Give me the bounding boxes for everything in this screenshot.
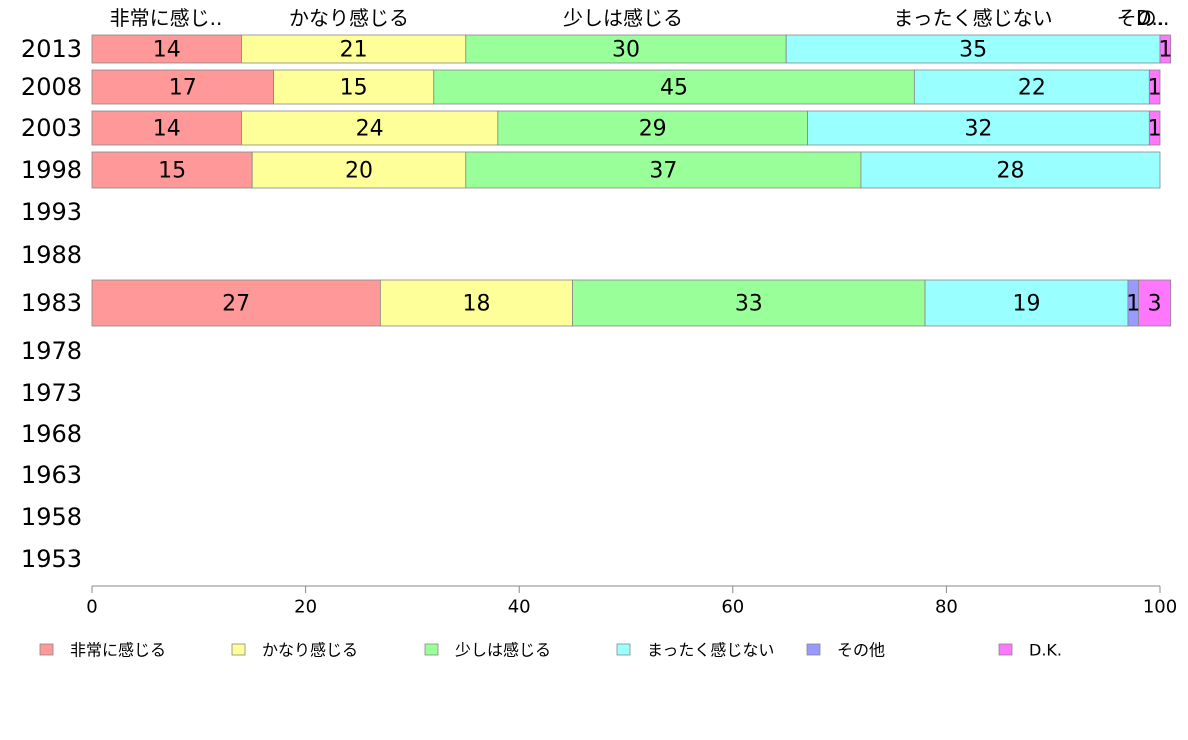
data-label: 14 bbox=[153, 117, 181, 142]
bar-segment bbox=[241, 34, 467, 64]
data-label: 29 bbox=[639, 117, 667, 142]
bar-segment bbox=[91, 279, 381, 327]
year-label: 1968 bbox=[21, 420, 82, 448]
data-label: 45 bbox=[660, 76, 688, 101]
bar-segment bbox=[91, 110, 242, 146]
data-label: 19 bbox=[1013, 292, 1041, 317]
year-label: 1973 bbox=[21, 379, 82, 407]
year-label: 2003 bbox=[21, 114, 82, 142]
year-label: 2008 bbox=[21, 73, 82, 101]
year-label: 1953 bbox=[21, 545, 82, 573]
data-label: 28 bbox=[996, 159, 1024, 184]
data-label: 3 bbox=[1148, 292, 1162, 317]
legend-label: まったく感じない bbox=[647, 641, 774, 660]
bar-segment bbox=[785, 34, 1161, 64]
year-label: 1978 bbox=[21, 337, 82, 365]
legend-swatch bbox=[998, 643, 1013, 656]
bar-segment bbox=[1159, 34, 1172, 64]
bar-segment bbox=[273, 69, 435, 105]
legend: 非常に感じる かなり感じる 少しは感じる まったく感じない その他 D.K. bbox=[39, 641, 1062, 660]
year-label: 1983 bbox=[21, 289, 82, 317]
data-label: 24 bbox=[356, 117, 384, 142]
data-label: 32 bbox=[964, 117, 992, 142]
data-label: 35 bbox=[959, 38, 987, 63]
data-label: 15 bbox=[158, 159, 186, 184]
legend-label: 少しは感じる bbox=[455, 641, 551, 660]
header-label: D.. bbox=[1136, 6, 1164, 30]
legend-label: 非常に感じる bbox=[70, 641, 166, 660]
x-tick-label: 100 bbox=[1143, 597, 1177, 618]
data-labels-layer: 14 21 30 35 1 17 15 45 22 1 14 24 29 32 1 15 20 37 28 27 18 3… bbox=[153, 38, 1173, 317]
x-tick-label: 40 bbox=[508, 597, 531, 618]
data-label: 15 bbox=[340, 76, 368, 101]
header-label: その.. bbox=[1117, 6, 1170, 30]
data-label: 21 bbox=[340, 38, 368, 63]
bar-segment bbox=[91, 69, 274, 105]
legend-swatch bbox=[424, 643, 439, 656]
bar-segment bbox=[572, 279, 926, 327]
bar-segment bbox=[433, 69, 915, 105]
data-label: 37 bbox=[649, 159, 677, 184]
header-label: かなり感じる bbox=[289, 6, 409, 30]
data-label: 33 bbox=[735, 292, 763, 317]
data-label: 30 bbox=[612, 38, 640, 63]
bar-segment bbox=[91, 151, 253, 189]
data-label: 1 bbox=[1126, 292, 1140, 317]
legend-label: D.K. bbox=[1029, 641, 1062, 660]
legend-swatch bbox=[806, 643, 821, 656]
bar-segment bbox=[465, 34, 787, 64]
year-label: 1958 bbox=[21, 503, 82, 531]
header-label: まったく感じない bbox=[893, 6, 1052, 30]
data-label: 1 bbox=[1158, 38, 1172, 63]
bar-segment bbox=[1148, 69, 1161, 105]
data-label: 27 bbox=[222, 292, 250, 317]
bar-segment bbox=[497, 110, 808, 146]
data-label: 20 bbox=[345, 159, 373, 184]
legend-swatch bbox=[231, 643, 246, 656]
legend-swatch bbox=[616, 643, 631, 656]
data-label: 22 bbox=[1018, 76, 1046, 101]
x-tick-label: 20 bbox=[294, 597, 317, 618]
x-tick-label: 0 bbox=[86, 597, 97, 618]
legend-swatch bbox=[39, 643, 54, 656]
data-label: 1 bbox=[1148, 117, 1162, 142]
year-label: 1988 bbox=[21, 241, 82, 269]
bar-segment bbox=[1148, 110, 1161, 146]
bar-segment bbox=[91, 34, 242, 64]
bar-segment bbox=[807, 110, 1150, 146]
year-label: 2013 bbox=[21, 35, 82, 63]
x-tick-label: 80 bbox=[935, 597, 958, 618]
header-labels-layer: 非常に感じ.. かなり感じる 少しは感じる まったく感じない その..D.. bbox=[110, 6, 1170, 30]
data-label: 14 bbox=[153, 38, 181, 63]
year-label: 1998 bbox=[21, 156, 82, 184]
year-label: 1993 bbox=[21, 198, 82, 226]
bar-segment bbox=[465, 151, 862, 189]
year-labels-layer: 2013 2008 2003 1998 1993 1988 1983 1978 1973 1968… bbox=[21, 35, 82, 573]
header-label: 非常に感じ.. bbox=[110, 6, 223, 30]
x-tick-label: 60 bbox=[721, 597, 744, 618]
legend-label: その他 bbox=[837, 641, 885, 660]
legend-label: かなり感じる bbox=[262, 641, 358, 660]
data-label: 18 bbox=[462, 292, 490, 317]
header-label: 少しは感じる bbox=[563, 6, 683, 30]
year-label: 1963 bbox=[21, 461, 82, 489]
bar-segment bbox=[379, 279, 573, 327]
bar-segment bbox=[1138, 279, 1172, 327]
x-axis: 0 20 40 60 80 100 bbox=[86, 585, 1177, 618]
bars-layer bbox=[91, 34, 1172, 327]
bar-segment bbox=[860, 151, 1161, 189]
bar-segment bbox=[913, 69, 1150, 105]
data-label: 1 bbox=[1148, 76, 1162, 101]
data-label: 17 bbox=[169, 76, 197, 101]
bar-segment bbox=[924, 279, 1129, 327]
